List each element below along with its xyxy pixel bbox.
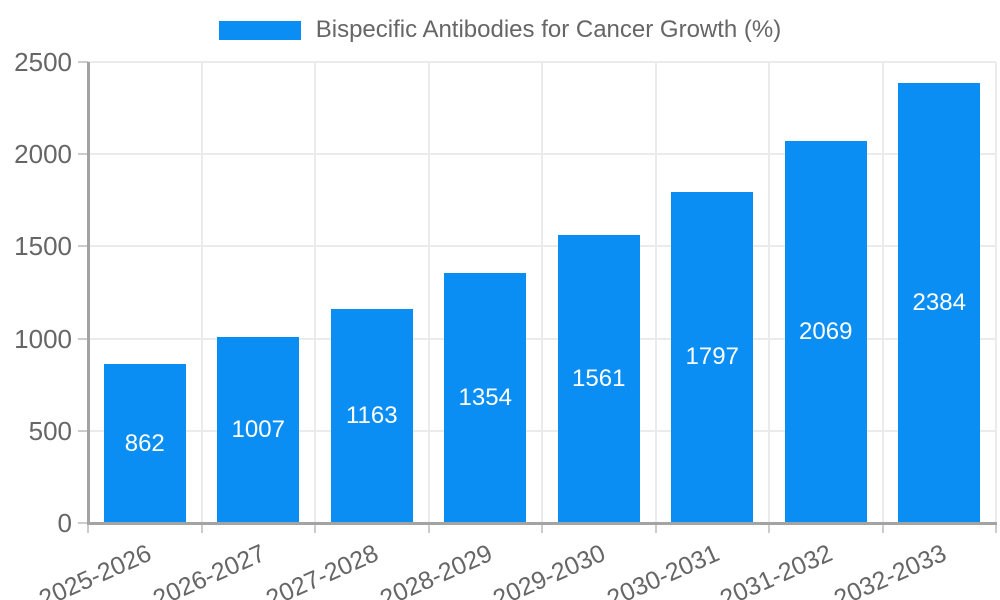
v-gridline bbox=[427, 62, 430, 523]
bar-value-label: 2384 bbox=[912, 289, 966, 317]
x-tick-label: 2030-2031 bbox=[602, 539, 724, 600]
y-tick-mark bbox=[78, 153, 88, 156]
x-tick-mark bbox=[314, 523, 316, 533]
bar-value-label: 862 bbox=[124, 429, 165, 457]
bar[interactable]: 2069 bbox=[784, 141, 867, 523]
v-gridline bbox=[541, 62, 543, 523]
bar-value-label: 1007 bbox=[231, 416, 285, 444]
v-gridline bbox=[654, 62, 657, 523]
v-gridline bbox=[200, 62, 203, 523]
legend[interactable]: Bispecific Antibodies for Cancer Growth … bbox=[0, 18, 1000, 42]
x-tick-mark bbox=[881, 523, 884, 533]
v-gridline bbox=[768, 62, 770, 523]
bar[interactable]: 1561 bbox=[557, 235, 640, 523]
bar-value-label: 1163 bbox=[345, 401, 398, 429]
x-tick-mark bbox=[200, 523, 203, 533]
x-axis-line bbox=[87, 522, 997, 525]
bar[interactable]: 1797 bbox=[671, 191, 754, 523]
x-tick-label: 2025-2026 bbox=[35, 539, 156, 600]
legend-label: Bispecific Antibodies for Cancer Growth … bbox=[315, 16, 782, 43]
y-tick-label: 1500 bbox=[14, 231, 72, 262]
x-tick-mark bbox=[541, 523, 543, 533]
x-tick-label: 2029-2030 bbox=[489, 539, 610, 600]
bar[interactable]: 1163 bbox=[330, 308, 413, 523]
x-tick-label: 2031-2032 bbox=[716, 539, 837, 600]
bar-value-label: 1561 bbox=[572, 365, 626, 393]
x-tick-label: 2028-2029 bbox=[375, 539, 497, 600]
bar[interactable]: 1007 bbox=[217, 337, 300, 523]
x-tick-label: 2032-2033 bbox=[829, 539, 951, 600]
x-tick-mark bbox=[654, 523, 657, 533]
bar[interactable]: 1354 bbox=[444, 273, 527, 523]
bar-value-label: 1797 bbox=[685, 343, 739, 371]
y-tick-mark bbox=[78, 245, 88, 248]
x-tick-mark bbox=[768, 523, 770, 533]
y-tick-label: 500 bbox=[28, 415, 72, 446]
v-gridline bbox=[881, 62, 884, 523]
bar-value-label: 1354 bbox=[458, 384, 512, 412]
x-tick-label: 2026-2027 bbox=[148, 539, 270, 600]
y-tick-mark bbox=[78, 337, 88, 340]
x-tick-label: 2027-2028 bbox=[262, 539, 383, 600]
v-gridline bbox=[995, 62, 997, 523]
y-tick-mark bbox=[78, 429, 88, 432]
x-tick-mark bbox=[427, 523, 430, 533]
y-tick-label: 0 bbox=[57, 508, 72, 538]
y-tick-label: 2000 bbox=[14, 139, 72, 170]
y-tick-label: 2500 bbox=[14, 47, 72, 77]
bar[interactable]: 862 bbox=[103, 364, 186, 523]
x-tick-mark bbox=[995, 523, 997, 533]
x-tick-mark bbox=[87, 523, 89, 533]
y-axis-line bbox=[87, 62, 90, 523]
legend-swatch-icon bbox=[218, 20, 301, 40]
v-gridline bbox=[314, 62, 316, 523]
y-tick-mark bbox=[78, 61, 88, 63]
bar[interactable]: 2384 bbox=[898, 83, 981, 523]
y-tick-label: 1000 bbox=[14, 323, 72, 354]
bar-value-label: 2069 bbox=[799, 318, 853, 346]
y-tick-mark bbox=[78, 522, 88, 524]
